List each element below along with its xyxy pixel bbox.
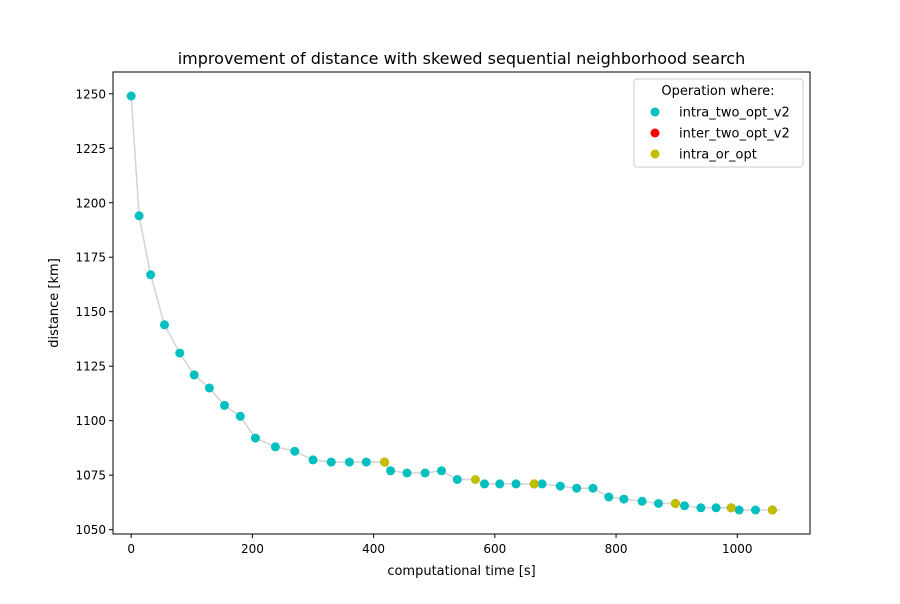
data-point	[270, 442, 280, 452]
y-tick-label: 1050	[75, 523, 106, 537]
y-tick-label: 1125	[75, 360, 106, 374]
data-point	[134, 211, 144, 221]
data-point	[437, 466, 446, 476]
y-axis: 1050 1075 1100 1125 1150 1175 1200 1225 1250	[75, 87, 113, 537]
y-tick-label: 1175	[75, 251, 106, 265]
legend-label: inter_two_opt_v2	[679, 127, 790, 142]
data-point	[380, 457, 389, 467]
y-tick-label: 1075	[75, 469, 106, 483]
series-intra_two_opt_v2	[126, 91, 760, 515]
data-point	[420, 468, 430, 478]
data-point	[386, 466, 396, 476]
x-tick-label: 1000	[722, 542, 753, 556]
legend-marker	[650, 149, 660, 159]
data-point	[637, 496, 647, 506]
data-point	[290, 446, 300, 456]
data-point	[326, 457, 336, 467]
data-point	[146, 270, 156, 280]
data-point	[235, 411, 245, 421]
x-tick-label: 600	[483, 542, 506, 556]
y-axis-label: distance [km]	[47, 258, 62, 348]
data-point	[572, 483, 582, 493]
data-point	[767, 505, 777, 515]
data-point	[680, 501, 689, 511]
data-point	[126, 91, 136, 101]
data-point	[654, 499, 663, 508]
data-point	[470, 475, 480, 484]
legend-label: intra_or_opt	[679, 148, 757, 163]
data-point	[696, 503, 706, 513]
x-tick-label: 800	[605, 542, 628, 556]
legend-entries: intra_two_opt_v2 inter_two_opt_v2 intra_or…	[650, 106, 790, 163]
data-point	[175, 348, 185, 358]
data-point	[711, 503, 721, 513]
data-point	[726, 503, 736, 513]
data-point	[511, 479, 521, 489]
data-point	[402, 468, 412, 478]
y-tick-label: 1225	[75, 142, 106, 156]
data-point	[220, 400, 229, 410]
legend-marker	[650, 128, 660, 138]
data-point	[495, 479, 505, 489]
data-point	[204, 383, 214, 393]
x-tick-label: 0	[127, 542, 135, 556]
data-point	[452, 475, 462, 484]
data-point	[537, 479, 547, 489]
y-tick-label: 1100	[75, 414, 106, 428]
legend: Operation where: intra_two_opt_v2 inter_t…	[633, 78, 804, 168]
legend-marker	[650, 107, 660, 117]
legend-label: intra_two_opt_v2	[679, 106, 790, 121]
y-tick-label: 1250	[75, 87, 106, 101]
data-point	[250, 433, 260, 443]
data-point	[588, 483, 598, 493]
plot-frame	[112, 71, 811, 535]
x-axis-label: computational time [s]	[387, 564, 535, 579]
plot-area	[126, 91, 780, 515]
legend-title: Operation where:	[661, 84, 774, 99]
x-tick-label: 200	[241, 542, 264, 556]
data-point	[734, 505, 744, 515]
data-point	[344, 457, 354, 467]
data-point	[619, 494, 629, 504]
legend-box	[633, 78, 804, 168]
data-point	[670, 499, 680, 508]
x-axis: 0 200 400 600 800 1000	[127, 534, 753, 556]
data-point	[751, 505, 760, 515]
data-point	[529, 479, 539, 489]
data-point	[604, 492, 614, 502]
data-point	[361, 457, 371, 467]
data-point	[555, 481, 565, 491]
series-intra_or_opt	[380, 457, 777, 515]
data-point	[189, 370, 199, 380]
data-point	[480, 479, 489, 489]
x-tick-label: 400	[362, 542, 385, 556]
data-point	[160, 320, 169, 330]
y-tick-label: 1200	[75, 196, 106, 210]
chart-title: improvement of distance with skewed sequ…	[178, 49, 746, 68]
y-tick-label: 1150	[75, 305, 106, 319]
data-point	[308, 455, 318, 465]
